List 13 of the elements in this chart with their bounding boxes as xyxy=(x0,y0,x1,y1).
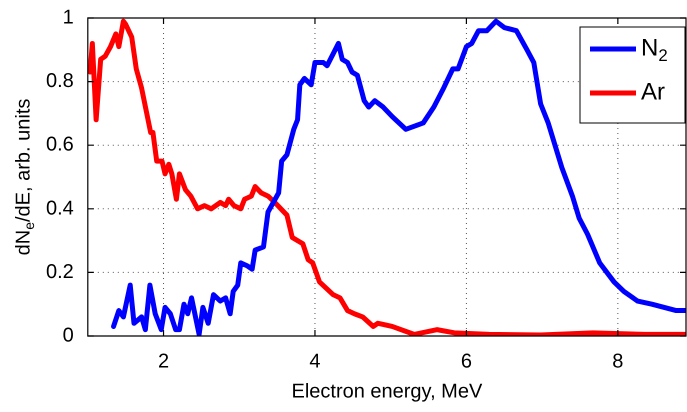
y-tick-label: 0.2 xyxy=(46,260,74,283)
y-tick-label: 1 xyxy=(62,6,74,29)
x-tick-label: 8 xyxy=(612,350,624,373)
legend-label: Ar xyxy=(641,78,666,106)
y-tick-label: 0.8 xyxy=(46,70,74,92)
y-tick-label: 0.6 xyxy=(46,134,74,156)
y-axis-title: dNe/dE, arb. units xyxy=(12,98,37,256)
x-axis-title: Electron energy, MeV xyxy=(291,380,483,403)
y-tick-label: 0 xyxy=(62,324,74,347)
x-tick-label: 6 xyxy=(460,350,472,373)
x-tick-label: 2 xyxy=(158,350,170,373)
y-tick-label: 0.4 xyxy=(46,197,74,220)
x-tick-label: 4 xyxy=(309,350,321,373)
